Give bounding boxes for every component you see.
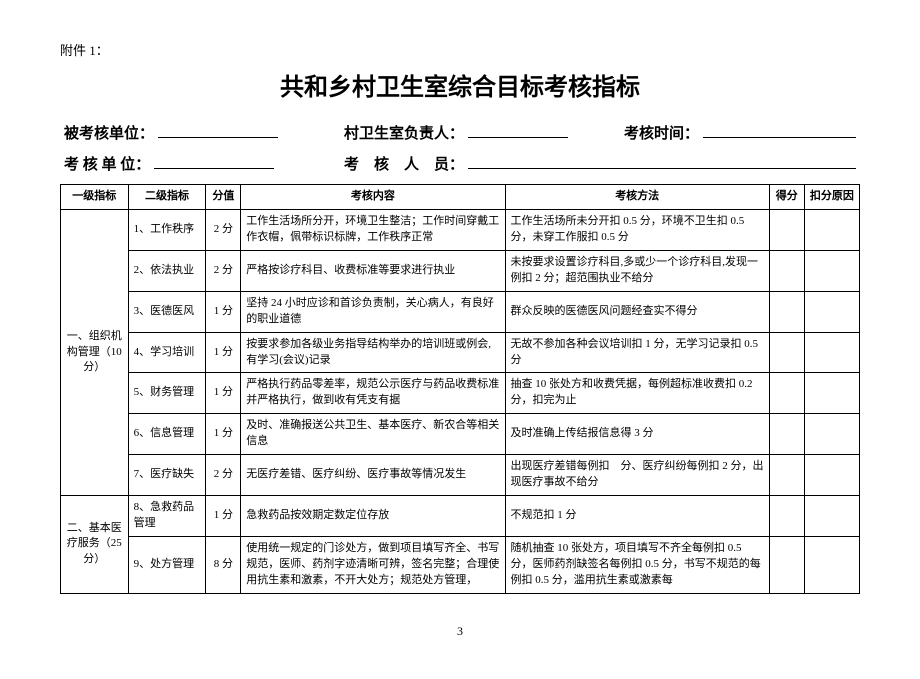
- cell-score: 2 分: [206, 455, 241, 496]
- cell-method: 出现医疗差错每例扣 分、医疗纠纷每例扣 2 分，出现医疗事故不给分: [505, 455, 769, 496]
- cell-getscore: [769, 250, 804, 291]
- cell-reason: [804, 332, 859, 373]
- cell-reason: [804, 536, 859, 593]
- table-header-row: 一级指标 二级指标 分值 考核内容 考核方法 得分 扣分原因: [61, 185, 860, 210]
- cell-method: 抽查 10 张处方和收费凭据，每例超标准收费扣 0.2 分，扣完为止: [505, 373, 769, 414]
- cell-content: 及时、准确报送公共卫生、基本医疗、新农合等相关信息: [241, 414, 505, 455]
- table-row: 5、财务管理1 分严格执行药品零差率，规范公示医疗与药品收费标准并严格执行，做到…: [61, 373, 860, 414]
- cell-content: 严格按诊疗科目、收费标准等要求进行执业: [241, 250, 505, 291]
- table-row: 7、医疗缺失2 分无医疗差错、医疗纠纷、医疗事故等情况发生出现医疗差错每例扣 分…: [61, 455, 860, 496]
- info-unit: 被考核单位：: [64, 120, 344, 143]
- blank-line: [468, 120, 568, 138]
- cell-reason: [804, 414, 859, 455]
- page-title: 共和乡村卫生室综合目标考核指标: [60, 67, 860, 102]
- th-reason: 扣分原因: [804, 185, 859, 210]
- cell-content: 急救药品按效期定数定位存放: [241, 496, 505, 537]
- table-row: 3、医德医风1 分坚持 24 小时应诊和首诊负责制，关心病人，有良好的职业道德群…: [61, 291, 860, 332]
- blank-line: [703, 120, 856, 138]
- cell-reason: [804, 496, 859, 537]
- assessment-table: 一级指标 二级指标 分值 考核内容 考核方法 得分 扣分原因 一、组织机构管理（…: [60, 184, 860, 594]
- cell-content: 无医疗差错、医疗纠纷、医疗事故等情况发生: [241, 455, 505, 496]
- table-row: 2、依法执业2 分严格按诊疗科目、收费标准等要求进行执业未按要求设置诊疗科目,多…: [61, 250, 860, 291]
- table-row: 6、信息管理1 分及时、准确报送公共卫生、基本医疗、新农合等相关信息及时准确上传…: [61, 414, 860, 455]
- info-head-label: 村卫生室负责人：: [344, 122, 464, 143]
- table-row: 9、处方管理8 分使用统一规定的门诊处方，做到项目填写齐全、书写规范，医师、药剂…: [61, 536, 860, 593]
- cell-getscore: [769, 414, 804, 455]
- info-assessor: 考 核 人 员：: [344, 151, 856, 174]
- cell-reason: [804, 291, 859, 332]
- cell-content: 使用统一规定的门诊处方，做到项目填写齐全、书写规范，医师、药剂字迹清晰可辨，签名…: [241, 536, 505, 593]
- cell-getscore: [769, 536, 804, 593]
- cell-l2: 5、财务管理: [128, 373, 206, 414]
- cell-reason: [804, 209, 859, 250]
- cell-content: 坚持 24 小时应诊和首诊负责制，关心病人，有良好的职业道德: [241, 291, 505, 332]
- info-time-label: 考核时间：: [624, 122, 699, 143]
- cell-l2: 8、急救药品管理: [128, 496, 206, 537]
- info-unit-label: 被考核单位：: [64, 122, 154, 143]
- cell-getscore: [769, 332, 804, 373]
- blank-line: [158, 120, 278, 138]
- cell-getscore: [769, 373, 804, 414]
- cell-content: 按要求参加各级业务指导结构举办的培训班或例会,有学习(会议)记录: [241, 332, 505, 373]
- cell-l2: 2、依法执业: [128, 250, 206, 291]
- cell-getscore: [769, 291, 804, 332]
- th-getscore: 得分: [769, 185, 804, 210]
- th-content: 考核内容: [241, 185, 505, 210]
- th-score: 分值: [206, 185, 241, 210]
- cell-reason: [804, 250, 859, 291]
- cell-reason: [804, 373, 859, 414]
- cell-l2: 4、学习培训: [128, 332, 206, 373]
- cell-method: 及时准确上传结报信息得 3 分: [505, 414, 769, 455]
- cell-score: 2 分: [206, 250, 241, 291]
- cell-l2: 9、处方管理: [128, 536, 206, 593]
- cell-l2: 7、医疗缺失: [128, 455, 206, 496]
- info-row-1: 被考核单位： 村卫生室负责人： 考核时间：: [60, 120, 860, 143]
- cell-getscore: [769, 455, 804, 496]
- table-row: 一、组织机构管理（10 分）1、工作秩序2 分工作生活场所分开，环境卫生整洁；工…: [61, 209, 860, 250]
- cell-score: 2 分: [206, 209, 241, 250]
- cell-method: 随机抽查 10 张处方，项目填写不齐全每例扣 0.5 分，医师药剂缺签名每例扣 …: [505, 536, 769, 593]
- info-assessor-unit-label: 考 核 单 位：: [64, 153, 150, 174]
- cell-score: 1 分: [206, 373, 241, 414]
- page-number: 3: [60, 624, 860, 639]
- cell-l2: 1、工作秩序: [128, 209, 206, 250]
- cell-content: 严格执行药品零差率，规范公示医疗与药品收费标准并严格执行，做到收有凭支有据: [241, 373, 505, 414]
- blank-line: [154, 151, 274, 169]
- cell-score: 8 分: [206, 536, 241, 593]
- cell-getscore: [769, 496, 804, 537]
- th-method: 考核方法: [505, 185, 769, 210]
- cell-getscore: [769, 209, 804, 250]
- cell-score: 1 分: [206, 332, 241, 373]
- info-time: 考核时间：: [624, 120, 856, 143]
- cell-l2: 3、医德医风: [128, 291, 206, 332]
- info-assessor-unit: 考 核 单 位：: [64, 151, 344, 174]
- cell-content: 工作生活场所分开，环境卫生整洁；工作时间穿戴工作衣帽，佩带标识标牌，工作秩序正常: [241, 209, 505, 250]
- info-assessor-label: 考 核 人 员：: [344, 153, 464, 174]
- th-l1: 一级指标: [61, 185, 129, 210]
- info-head: 村卫生室负责人：: [344, 120, 624, 143]
- cell-score: 1 分: [206, 496, 241, 537]
- cell-method: 群众反映的医德医风问题经查实不得分: [505, 291, 769, 332]
- cell-method: 未按要求设置诊疗科目,多或少一个诊疗科目,发现一例扣 2 分；超范围执业不给分: [505, 250, 769, 291]
- cell-method: 无故不参加各种会议培训扣 1 分，无学习记录扣 0.5 分: [505, 332, 769, 373]
- cell-score: 1 分: [206, 414, 241, 455]
- th-l2: 二级指标: [128, 185, 206, 210]
- cell-l2: 6、信息管理: [128, 414, 206, 455]
- info-row-2: 考 核 单 位： 考 核 人 员：: [60, 151, 860, 174]
- cell-score: 1 分: [206, 291, 241, 332]
- table-row: 二、基本医疗服务（25 分）8、急救药品管理1 分急救药品按效期定数定位存放不规…: [61, 496, 860, 537]
- cell-method: 不规范扣 1 分: [505, 496, 769, 537]
- cell-reason: [804, 455, 859, 496]
- cell-method: 工作生活场所未分开扣 0.5 分，环境不卫生扣 0.5 分，未穿工作服扣 0.5…: [505, 209, 769, 250]
- cell-l1: 一、组织机构管理（10 分）: [61, 209, 129, 495]
- table-row: 4、学习培训1 分按要求参加各级业务指导结构举办的培训班或例会,有学习(会议)记…: [61, 332, 860, 373]
- blank-line: [468, 151, 856, 169]
- cell-l1: 二、基本医疗服务（25 分）: [61, 496, 129, 594]
- attachment-label: 附件 1：: [60, 40, 860, 59]
